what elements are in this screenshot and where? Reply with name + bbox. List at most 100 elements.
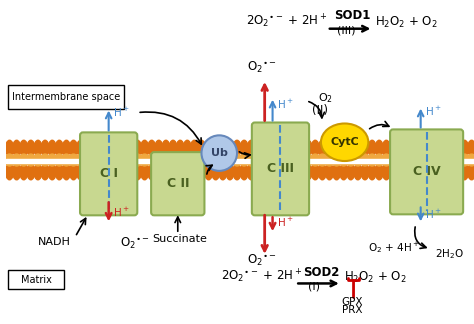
Ellipse shape (98, 164, 106, 180)
Ellipse shape (326, 140, 333, 156)
Ellipse shape (6, 158, 13, 166)
Ellipse shape (311, 140, 319, 156)
Ellipse shape (283, 154, 291, 162)
Ellipse shape (354, 140, 362, 156)
Ellipse shape (105, 158, 113, 166)
Ellipse shape (134, 154, 141, 162)
Ellipse shape (127, 140, 134, 156)
Ellipse shape (119, 164, 127, 180)
Ellipse shape (183, 140, 191, 156)
Text: Succinate: Succinate (152, 234, 207, 244)
Ellipse shape (383, 164, 390, 180)
Ellipse shape (262, 158, 269, 166)
Ellipse shape (84, 154, 91, 162)
Ellipse shape (269, 158, 276, 166)
Text: (II): (II) (312, 104, 328, 117)
Ellipse shape (276, 154, 283, 162)
Ellipse shape (262, 164, 269, 180)
Ellipse shape (119, 140, 127, 156)
Ellipse shape (48, 164, 56, 180)
Ellipse shape (319, 164, 326, 180)
Ellipse shape (333, 158, 340, 166)
Ellipse shape (34, 154, 42, 162)
Ellipse shape (13, 140, 20, 156)
Text: (III): (III) (337, 26, 355, 36)
Ellipse shape (290, 154, 298, 162)
Ellipse shape (148, 164, 155, 180)
Ellipse shape (439, 140, 447, 156)
Ellipse shape (77, 154, 84, 162)
Ellipse shape (333, 164, 340, 180)
Ellipse shape (468, 164, 474, 180)
Ellipse shape (191, 154, 198, 162)
Ellipse shape (98, 154, 106, 162)
Ellipse shape (84, 140, 91, 156)
Ellipse shape (119, 154, 127, 162)
Ellipse shape (105, 140, 113, 156)
Ellipse shape (141, 158, 148, 166)
Ellipse shape (169, 158, 177, 166)
Ellipse shape (304, 158, 312, 166)
Ellipse shape (162, 154, 170, 162)
Ellipse shape (13, 158, 20, 166)
Ellipse shape (233, 158, 241, 166)
Ellipse shape (77, 158, 84, 166)
Ellipse shape (368, 158, 376, 166)
Ellipse shape (319, 158, 326, 166)
Ellipse shape (326, 164, 333, 180)
Ellipse shape (155, 158, 163, 166)
Ellipse shape (84, 158, 91, 166)
Ellipse shape (411, 154, 419, 162)
Ellipse shape (361, 154, 369, 162)
Ellipse shape (454, 140, 461, 156)
Text: 2O$_2$$^{\bullet-}$ + 2H$^+$: 2O$_2$$^{\bullet-}$ + 2H$^+$ (246, 13, 328, 30)
Ellipse shape (404, 158, 411, 166)
Ellipse shape (461, 158, 468, 166)
Ellipse shape (290, 158, 298, 166)
Ellipse shape (77, 140, 84, 156)
Ellipse shape (70, 154, 77, 162)
Ellipse shape (6, 154, 13, 162)
Ellipse shape (233, 154, 241, 162)
Ellipse shape (176, 140, 184, 156)
Ellipse shape (247, 158, 255, 166)
Ellipse shape (304, 154, 312, 162)
Ellipse shape (425, 154, 433, 162)
Ellipse shape (368, 164, 376, 180)
FancyBboxPatch shape (252, 122, 309, 215)
Ellipse shape (411, 164, 419, 180)
Ellipse shape (141, 140, 148, 156)
Ellipse shape (112, 140, 120, 156)
Ellipse shape (319, 154, 326, 162)
Text: CytC: CytC (330, 137, 359, 147)
Ellipse shape (468, 158, 474, 166)
Ellipse shape (183, 154, 191, 162)
Ellipse shape (55, 154, 63, 162)
Ellipse shape (454, 158, 461, 166)
Ellipse shape (311, 158, 319, 166)
Text: O$_2$$^{\bullet-}$: O$_2$$^{\bullet-}$ (247, 60, 277, 75)
Ellipse shape (219, 154, 227, 162)
Ellipse shape (119, 158, 127, 166)
Ellipse shape (447, 140, 454, 156)
Ellipse shape (375, 140, 383, 156)
Ellipse shape (219, 158, 227, 166)
Ellipse shape (205, 140, 212, 156)
Ellipse shape (233, 164, 241, 180)
Ellipse shape (262, 154, 269, 162)
Text: H$^+$: H$^+$ (113, 206, 129, 219)
Ellipse shape (176, 154, 184, 162)
Ellipse shape (70, 164, 77, 180)
Ellipse shape (98, 140, 106, 156)
Ellipse shape (354, 158, 362, 166)
Ellipse shape (48, 154, 56, 162)
Ellipse shape (240, 164, 248, 180)
Ellipse shape (240, 158, 248, 166)
Ellipse shape (148, 154, 155, 162)
Ellipse shape (383, 154, 390, 162)
Ellipse shape (48, 158, 56, 166)
Ellipse shape (63, 164, 70, 180)
Ellipse shape (240, 154, 248, 162)
Ellipse shape (41, 158, 49, 166)
Ellipse shape (262, 140, 269, 156)
